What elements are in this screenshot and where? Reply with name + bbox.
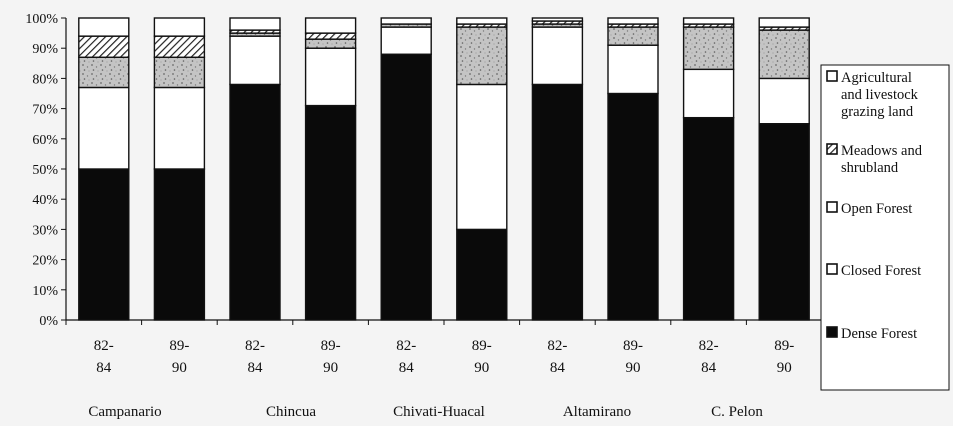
bar-segment-dense-forest [153, 168, 206, 321]
bar-segment-open-forest [78, 56, 130, 89]
legend-swatch [826, 201, 838, 213]
x-category-label: 89-90 [774, 338, 794, 376]
bar-segment-agricultural-and-livestock-grazing-land [607, 17, 659, 25]
y-tick-label: 20% [32, 254, 58, 269]
bar-segment-open-forest [304, 38, 357, 49]
y-tick-label: 40% [32, 193, 58, 208]
bar-segment-dense-forest [380, 53, 432, 321]
x-group-label: Campanario [88, 404, 161, 420]
legend-label: Dense Forest [841, 326, 917, 342]
x-group-label: Altamirano [563, 404, 631, 420]
bar-segment-agricultural-and-livestock-grazing-land [758, 17, 810, 28]
x-category-label: 82-84 [396, 338, 416, 376]
bar-segment-closed-forest [531, 26, 584, 86]
bars-layer [78, 17, 810, 321]
bar-segment-meadows-and-shrubland [78, 35, 130, 58]
y-tick-label: 100% [25, 12, 58, 27]
bar-segment-open-forest [682, 26, 735, 71]
bar-segment-closed-forest [153, 86, 206, 170]
bar-segment-agricultural-and-livestock-grazing-land [229, 17, 281, 31]
legend-swatch [826, 263, 838, 275]
x-category-label: 89-90 [321, 338, 341, 376]
bar-segment-closed-forest [380, 26, 432, 55]
bar-segment-agricultural-and-livestock-grazing-land [682, 17, 735, 25]
legend-swatch [826, 326, 838, 338]
bar-segment-closed-forest [456, 83, 508, 231]
legend-swatch [826, 70, 838, 82]
bar-segment-agricultural-and-livestock-grazing-land [380, 17, 432, 25]
y-tick-label: 50% [32, 163, 58, 178]
x-category-label: 82-84 [94, 338, 114, 376]
legend-label: Closed Forest [841, 263, 921, 279]
bar-segment-agricultural-and-livestock-grazing-land [78, 17, 130, 37]
x-group-label: Chincua [266, 404, 316, 420]
bar-segment-closed-forest [758, 77, 810, 125]
bar-segment-closed-forest [607, 44, 659, 95]
x-category-label: 82-84 [547, 338, 567, 376]
y-tick-label: 90% [32, 42, 58, 57]
bar-segment-agricultural-and-livestock-grazing-land [304, 17, 357, 34]
legend-swatch [826, 143, 838, 155]
x-category-label: 89-90 [472, 338, 492, 376]
y-tick-label: 60% [32, 133, 58, 148]
bar-segment-closed-forest [78, 86, 130, 170]
bar-segment-meadows-and-shrubland [153, 35, 206, 58]
bar-segment-dense-forest [531, 83, 584, 321]
bar-segment-dense-forest [456, 228, 508, 321]
bar-segment-dense-forest [304, 104, 357, 321]
x-category-label: 89-90 [169, 338, 189, 376]
bar-segment-open-forest [758, 29, 810, 80]
labels-layer: 0% 10% 20% 30% 40% 50% 60% 70% 80% 90% 100% 82-84 89… [25, 12, 794, 420]
bar-segment-agricultural-and-livestock-grazing-land [456, 17, 508, 25]
bar-segment-dense-forest [78, 168, 130, 321]
bar-segment-dense-forest [607, 92, 659, 321]
bar-segment-closed-forest [304, 47, 357, 107]
x-group-label: Chivati-Huacal [393, 404, 485, 420]
x-category-label: 89-90 [623, 338, 643, 376]
legend-box [820, 64, 950, 391]
bar-segment-agricultural-and-livestock-grazing-land [153, 17, 206, 37]
y-tick-label: 0% [39, 314, 58, 329]
x-category-label: 82-84 [699, 338, 719, 376]
bar-segment-meadows-and-shrubland [304, 32, 357, 40]
legend-label: Open Forest [841, 201, 912, 217]
y-tick-label: 30% [32, 223, 58, 238]
x-group-label: C. Pelon [711, 404, 763, 420]
legend-label: Meadows and shrubland [841, 143, 923, 176]
legend: Agricultural and livestock grazing land Mea… [820, 64, 950, 391]
y-tick-label: 80% [32, 72, 58, 87]
bar-segment-closed-forest [682, 68, 735, 119]
bar-segment-dense-forest [682, 116, 735, 321]
bar-segment-dense-forest [229, 83, 281, 321]
bar-segment-dense-forest [758, 122, 810, 321]
y-tick-label: 70% [32, 103, 58, 118]
y-tick-label: 10% [32, 284, 58, 299]
bar-segment-open-forest [153, 56, 206, 89]
bar-segment-closed-forest [229, 35, 281, 86]
bar-segment-agricultural-and-livestock-grazing-land [531, 17, 584, 22]
bar-segment-open-forest [607, 26, 659, 46]
x-category-label: 82-84 [245, 338, 265, 376]
bar-segment-open-forest [456, 26, 508, 86]
legend-label: Agricultural and livestock grazing land [841, 70, 919, 120]
